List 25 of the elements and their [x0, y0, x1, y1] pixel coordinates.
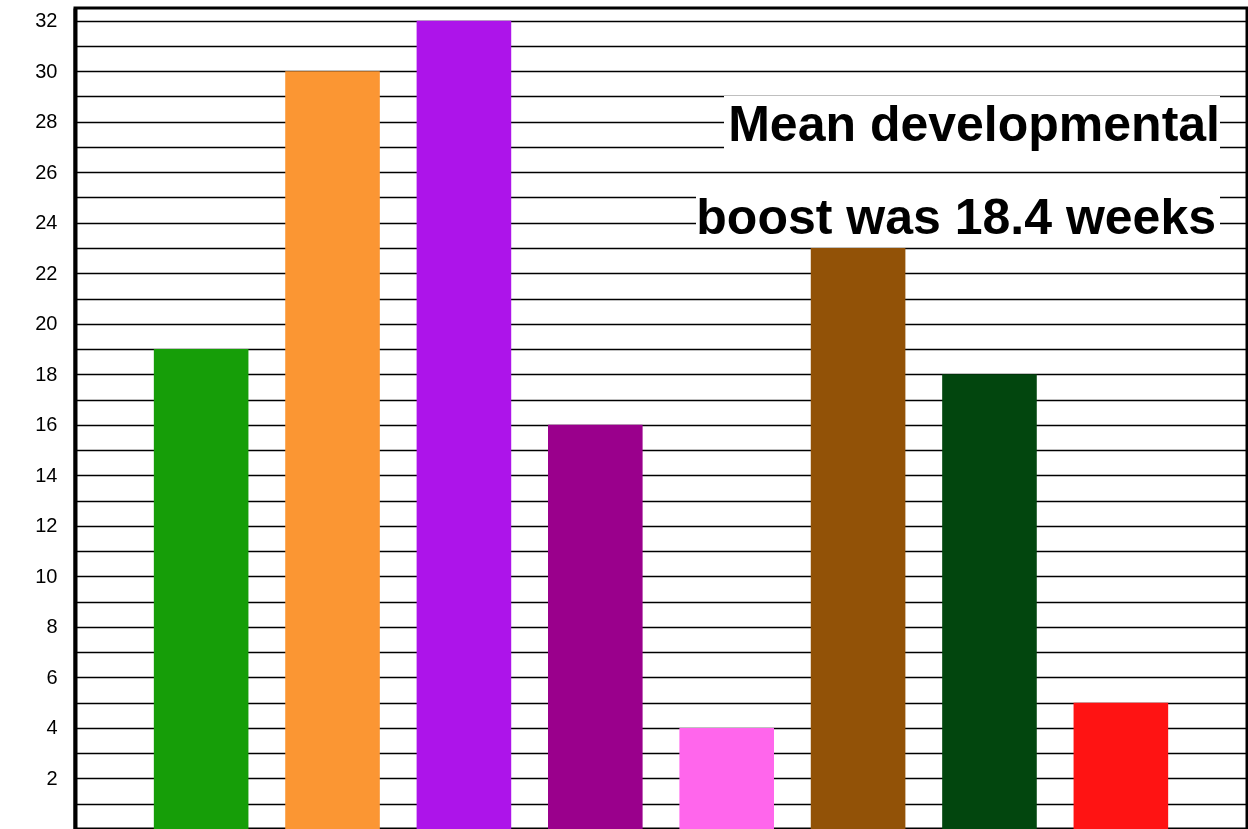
y-tick-label: 22 [35, 261, 58, 284]
y-tick-label: 28 [35, 110, 58, 133]
bar [153, 349, 249, 829]
annotation: Mean developmental boost was 18.4 weeks [696, 96, 1220, 245]
bar [942, 374, 1037, 829]
y-tick-label: 30 [35, 59, 58, 82]
y-tick-label: 18 [35, 362, 58, 385]
y-tick-label: 24 [35, 211, 58, 234]
y-tick-label: 2 [46, 766, 58, 789]
y-tick-label: 14 [35, 463, 58, 486]
y-tick-label: 32 [35, 9, 58, 32]
bar [810, 247, 906, 829]
y-tick-label: 20 [35, 312, 58, 335]
bar [285, 71, 380, 829]
y-tick-label: 12 [35, 514, 58, 537]
bar [1073, 702, 1169, 829]
y-tick-label: 8 [46, 615, 58, 638]
bar [679, 727, 774, 829]
y-tick-label: 16 [35, 413, 58, 436]
bar [548, 424, 643, 829]
y-tick-label: 26 [35, 160, 58, 183]
bar [416, 20, 512, 829]
y-tick-label: 10 [35, 564, 58, 587]
y-tick-label: 6 [46, 665, 58, 688]
y-tick-label: 4 [46, 716, 58, 739]
